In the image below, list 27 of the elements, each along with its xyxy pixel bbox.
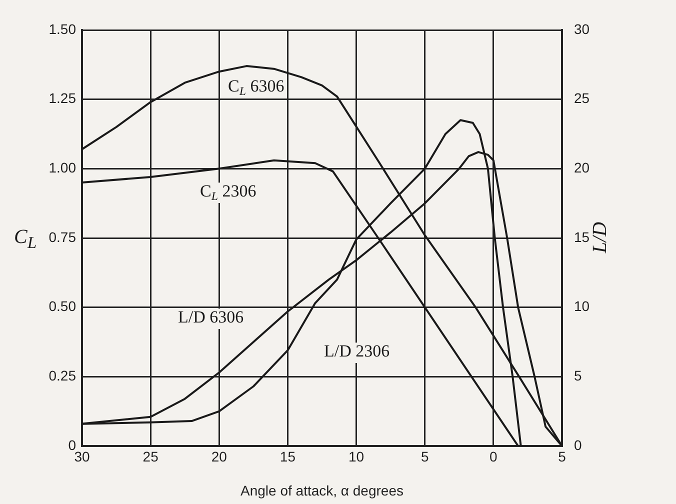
y2-tick-label: 10 (574, 298, 590, 314)
x-tick-label: 25 (142, 448, 159, 464)
x-tick-label: 20 (211, 448, 228, 464)
y2-axis-title: L/D (589, 222, 612, 254)
y2-tick-label: 25 (574, 90, 590, 106)
x-tick-label: 30 (74, 448, 90, 464)
y-tick-label: 1.50 (48, 20, 76, 37)
y-tick-label: 0.25 (48, 368, 76, 384)
y2-tick-label: 20 (574, 160, 590, 176)
y2-tick-label: 30 (574, 20, 590, 37)
x-tick-label: 5 (558, 448, 566, 464)
y-tick-label: 0.75 (48, 228, 76, 245)
y-tick-label: 1.00 (48, 160, 76, 176)
series-label: L/D 6306 (178, 307, 244, 326)
x-tick-label: 15 (280, 448, 296, 464)
y2-tick-label: 15 (574, 228, 590, 245)
y2-tick-label: 0 (574, 436, 582, 453)
x-tick-label: 5 (420, 448, 429, 464)
y-axis-title: C$_{L}$ (14, 226, 37, 253)
y-tick-label: 0 (68, 436, 76, 453)
y-tick-label: 0.50 (48, 298, 76, 314)
x-tick-label: 0 (490, 448, 498, 464)
y-tick-label: 1.25 (48, 90, 76, 106)
series-label: L/D 2306 (324, 341, 390, 360)
x-tick-label: 10 (348, 448, 364, 464)
x-axis-title: Angle of attack, α degrees (240, 482, 404, 498)
y2-tick-label: 5 (574, 368, 582, 384)
